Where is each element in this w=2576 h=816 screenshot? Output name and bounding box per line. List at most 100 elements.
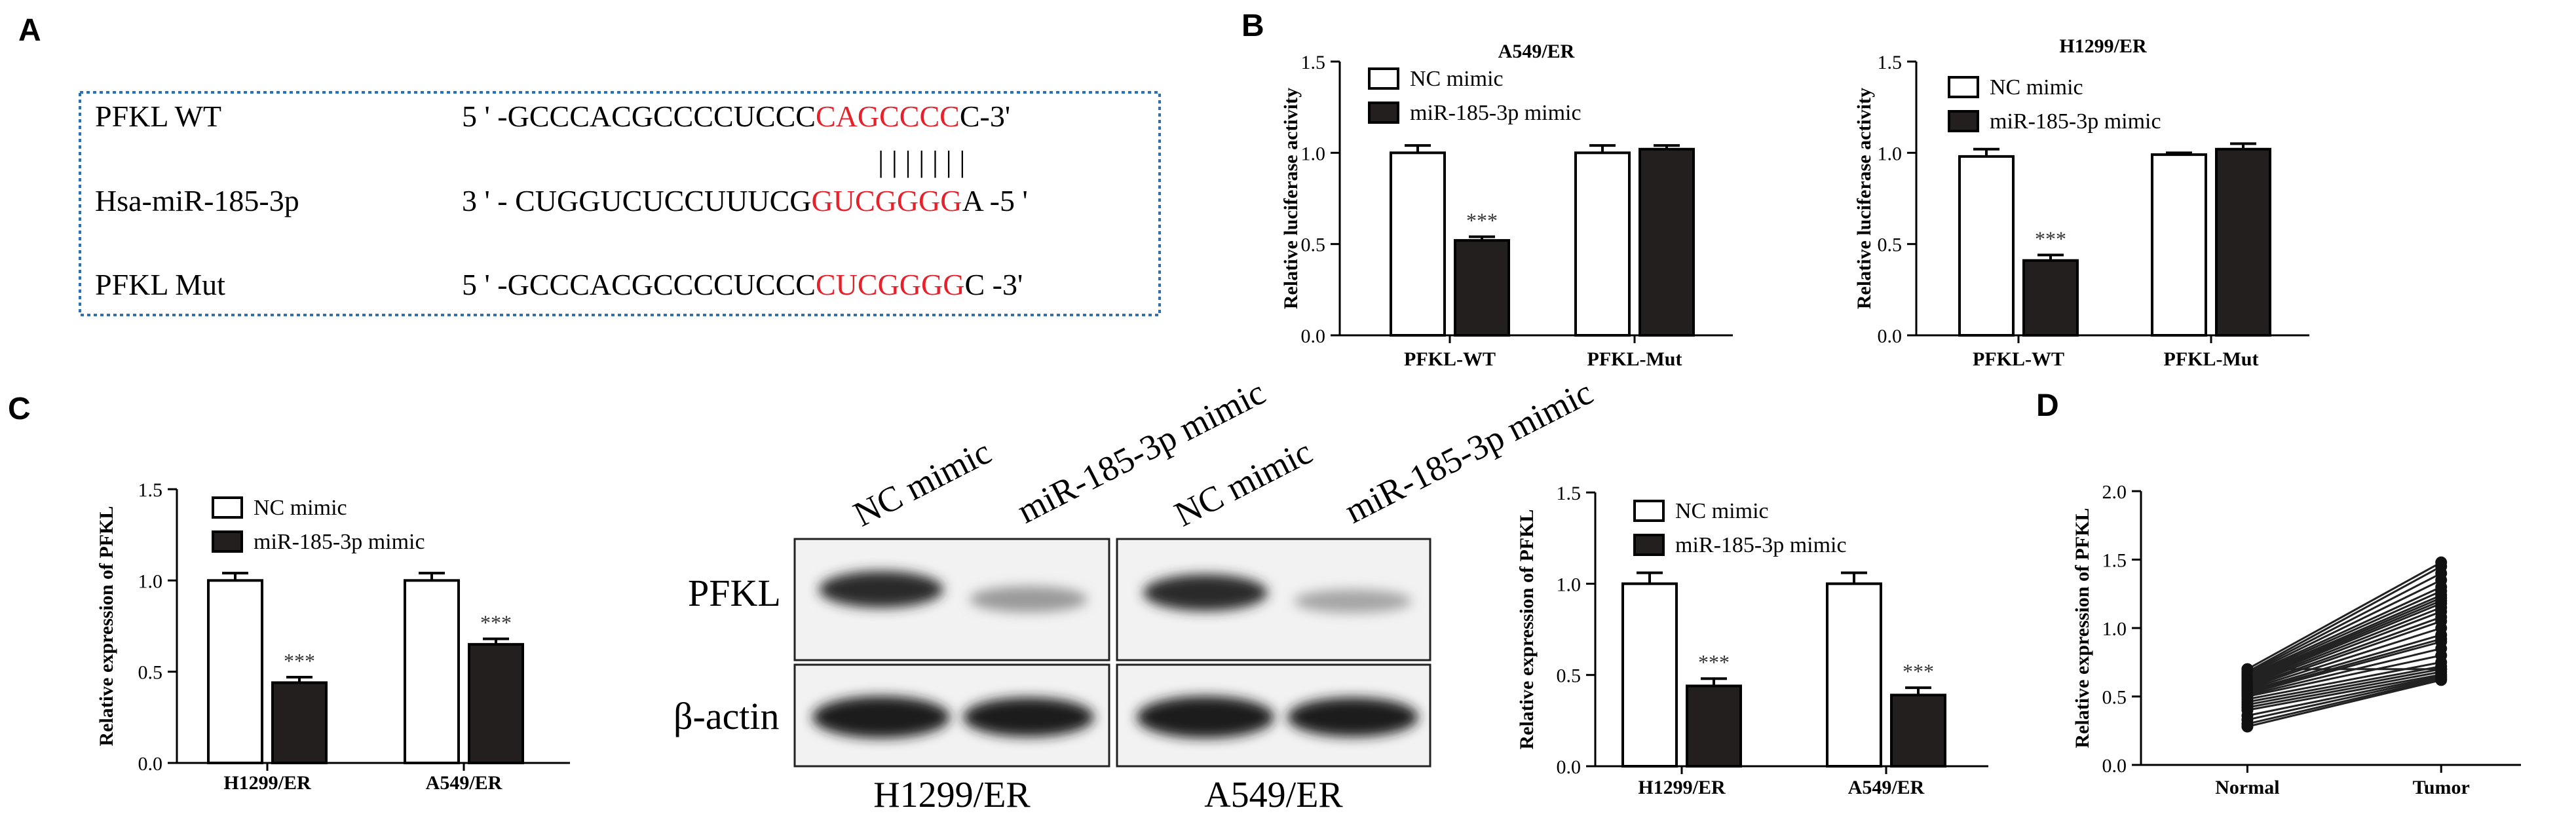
significance-label: *** <box>1903 659 1934 683</box>
panel-letter-a: A <box>18 13 41 48</box>
y-axis-label: Relative luciferase activity <box>1853 88 1875 309</box>
y-axis-label: Relative luciferase activity <box>1280 88 1302 309</box>
legend-swatch <box>212 530 243 553</box>
bar <box>1826 582 1882 768</box>
panel-letter-b: B <box>1241 9 1264 43</box>
paired-line <box>2247 671 2442 709</box>
x-tick-label: PFKL-WT <box>1404 348 1496 370</box>
seq-wt-site: CAGCCCC <box>816 100 960 133</box>
chart-c-left: 0.0 0.5 1.0 1.5 Relative expression of PFKL H… <box>96 479 570 794</box>
bar <box>1890 694 1946 768</box>
legend-swatch <box>1948 76 1979 98</box>
chart-b-left: 0.0 0.5 1.0 1.5 Relative luciferase activity… <box>1280 41 1733 370</box>
y-tick-label: 1.5 <box>1301 52 1326 73</box>
paired-line <box>2246 606 2442 686</box>
point-normal <box>2241 663 2254 675</box>
paired-line <box>2247 677 2442 725</box>
point-tumor <box>2435 663 2448 675</box>
significance-label: *** <box>480 611 512 635</box>
legend-swatch <box>1368 67 1399 90</box>
paired-line <box>2246 627 2442 691</box>
bar <box>1958 155 2015 337</box>
y-axis-label: Relative expression of PFKL <box>2072 508 2093 749</box>
y-tick-label: 1.0 <box>1557 574 1582 595</box>
y-tick-label: 0.5 <box>138 662 163 684</box>
x-tick-label: H1299/ER <box>223 772 311 794</box>
bar <box>1390 151 1446 337</box>
y-tick-label: 2.0 <box>2102 481 2127 503</box>
paired-line <box>2246 634 2442 692</box>
bar <box>2151 153 2207 337</box>
paired-line <box>2246 572 2442 675</box>
legend-label: miR-185-3p mimic <box>1990 109 2161 134</box>
band-actin-1 <box>812 696 950 738</box>
x-tick-label: Tumor <box>2413 777 2470 798</box>
bar <box>2022 259 2079 337</box>
bar <box>207 579 263 764</box>
pairing-marks: | | | | | | | <box>878 145 965 178</box>
legend-label: NC mimic <box>1675 499 1769 523</box>
chart-c-right: 0.0 0.5 1.0 1.5 Relative expression of PFKL H… <box>1516 483 1988 798</box>
y-tick-label: 0.0 <box>1878 325 1903 347</box>
legend: NC mimic miR-185-3p mimic <box>1633 499 1847 557</box>
legend-swatch <box>1948 110 1979 132</box>
seq-wt-suffix: C-3' <box>960 100 1010 133</box>
paired-line <box>2247 668 2442 706</box>
band-pfkl-3 <box>1143 574 1268 611</box>
seq-wt: 5 ' -GCCCACGCCCCUCCCCAGCCCCC-3' <box>462 100 1010 133</box>
paired-line <box>2247 665 2442 703</box>
paired-line <box>2246 579 2442 676</box>
x-tick-label: PFKL-Mut <box>2164 348 2259 370</box>
seq-mirna: 3 ' - CUGGUCUCCUUUCGGUCGGGGA -5 ' <box>462 184 1028 217</box>
x-tick-label: H1299/ER <box>1638 777 1726 798</box>
legend-label: miR-185-3p mimic <box>254 530 425 554</box>
seq-mut: 5 ' -GCCCACGCCCCUCCCCUCGGGGC -3' <box>462 268 1023 301</box>
y-tick-label: 0.5 <box>2102 687 2127 709</box>
legend-label: miR-185-3p mimic <box>1675 533 1847 557</box>
chart-title: A549/ER <box>1498 41 1575 62</box>
y-tick-label: 1.5 <box>2102 550 2127 572</box>
y-tick-label: 1.0 <box>138 570 163 592</box>
legend-swatch <box>1368 102 1399 124</box>
y-tick-label: 1.5 <box>138 479 163 501</box>
blot-row-label-pfkl: PFKL <box>688 572 781 614</box>
paired-line <box>2246 594 2442 680</box>
lane-label-4: miR-185-3p mimic <box>1338 373 1599 531</box>
y-tick-label: 1.0 <box>1301 143 1326 164</box>
band-actin-3 <box>1137 696 1274 738</box>
y-tick-label: 0.0 <box>138 753 163 775</box>
bar <box>1638 147 1695 337</box>
bar <box>468 642 524 764</box>
significance-label: *** <box>1466 209 1498 232</box>
paired-line <box>2247 654 2442 697</box>
seq-label-wt: PFKL WT <box>95 100 221 133</box>
legend-label: NC mimic <box>1410 67 1504 91</box>
legend-label: miR-185-3p mimic <box>1410 101 1582 125</box>
band-pfkl-4 <box>1294 589 1412 613</box>
seq-mirna-prefix: 3 ' - CUGGUCUCCUUUCG <box>462 184 812 217</box>
paired-line <box>2247 647 2442 696</box>
seq-mirna-suffix: A -5 ' <box>962 184 1028 217</box>
panel-letter-d: D <box>2036 388 2059 423</box>
panel-letter-c: C <box>8 392 31 426</box>
paired-line <box>2246 561 2442 671</box>
legend: NC mimic miR-185-3p mimic <box>1948 75 2161 134</box>
bar <box>1621 582 1678 768</box>
legend: NC mimic miR-185-3p mimic <box>212 496 425 554</box>
y-tick-label: 0.5 <box>1301 234 1326 256</box>
blot-row-label-actin: β-actin <box>673 695 780 737</box>
band-actin-4 <box>1287 697 1418 737</box>
paired-line <box>2246 610 2442 687</box>
band-actin-2 <box>963 697 1094 737</box>
paired-line <box>2246 590 2442 678</box>
y-tick-label: 0.5 <box>1878 234 1903 256</box>
charts: 0.0 0.5 1.0 1.5 Relative luciferase activity… <box>96 35 2521 798</box>
x-tick-label: Normal <box>2215 777 2279 798</box>
paired-line <box>2247 638 2442 694</box>
paired-line <box>2247 678 2442 728</box>
western-blot: PFKL β-actin NC mimic miR-185-3p mimic N… <box>673 373 1599 815</box>
paired-line <box>2246 599 2442 682</box>
chart-d: 0.0 0.5 1.0 1.5 2.0 Relative expression of PF… <box>2072 481 2521 798</box>
lane-label-1: NC mimic <box>847 432 997 534</box>
